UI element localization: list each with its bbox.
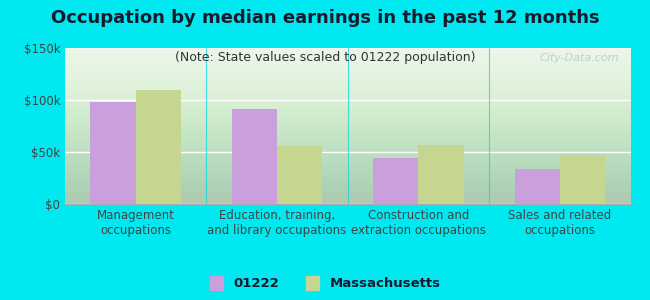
Bar	[560, 155, 605, 204]
Bar	[373, 158, 419, 204]
Bar	[136, 90, 181, 204]
Text: Occupation by median earnings in the past 12 months: Occupation by median earnings in the pas…	[51, 9, 599, 27]
Bar	[232, 110, 277, 204]
Legend: 01222, Massachusetts: 01222, Massachusetts	[210, 276, 440, 290]
Bar	[90, 102, 136, 204]
Bar	[419, 145, 463, 204]
Bar	[277, 146, 322, 204]
Bar	[515, 169, 560, 204]
Text: City-Data.com: City-Data.com	[540, 53, 619, 63]
Text: (Note: State values scaled to 01222 population): (Note: State values scaled to 01222 popu…	[175, 51, 475, 64]
